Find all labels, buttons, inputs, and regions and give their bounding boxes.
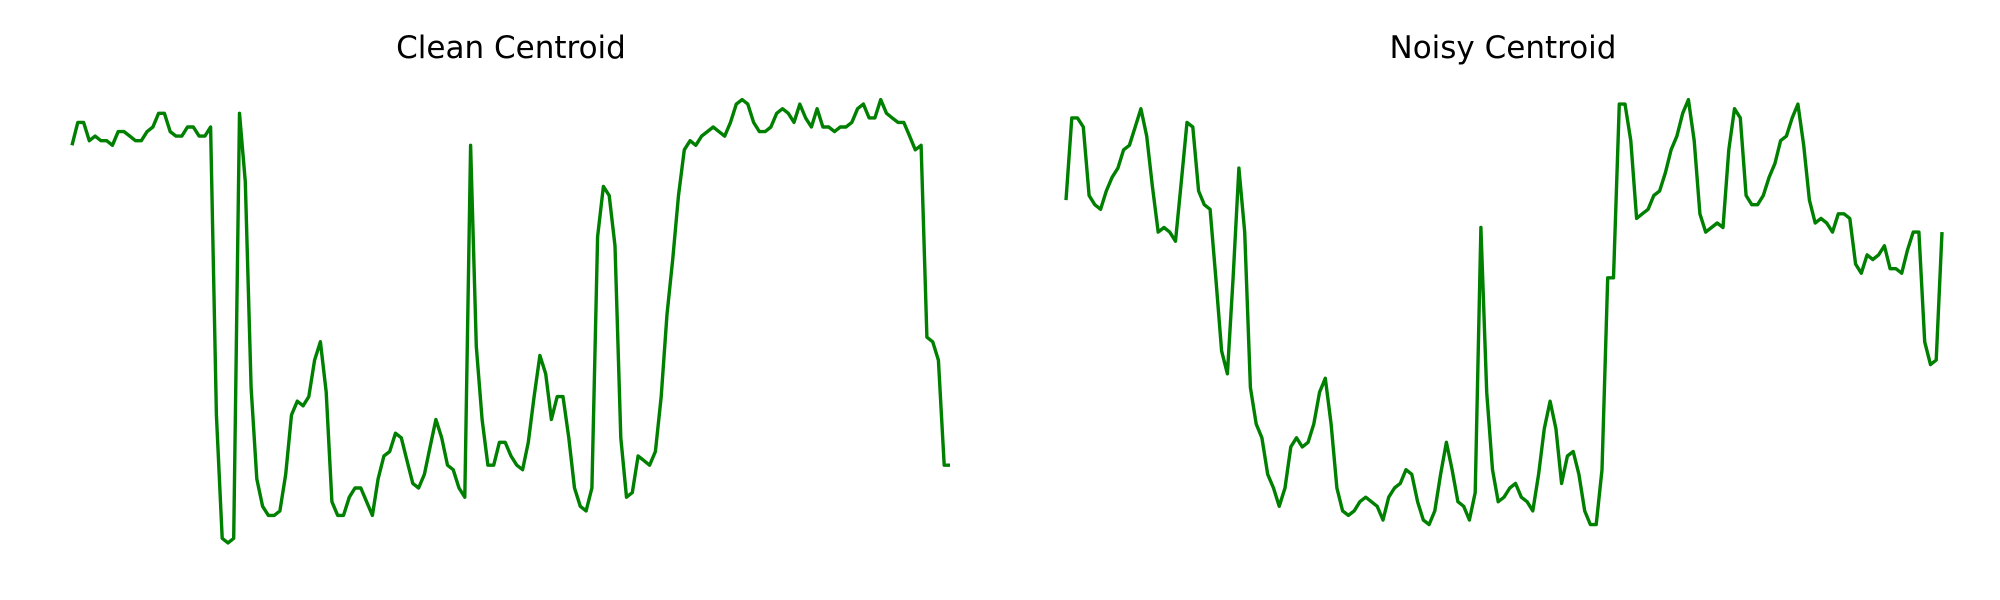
series-line-clean	[70, 97, 950, 545]
chart-title-noisy: Noisy Centroid	[1390, 30, 1617, 66]
chart-noisy-centroid: Noisy Centroid	[1064, 30, 1944, 527]
series-line-noisy	[1064, 97, 1944, 527]
chart-clean-centroid: Clean Centroid	[70, 30, 950, 545]
chart-title-clean: Clean Centroid	[396, 30, 626, 66]
